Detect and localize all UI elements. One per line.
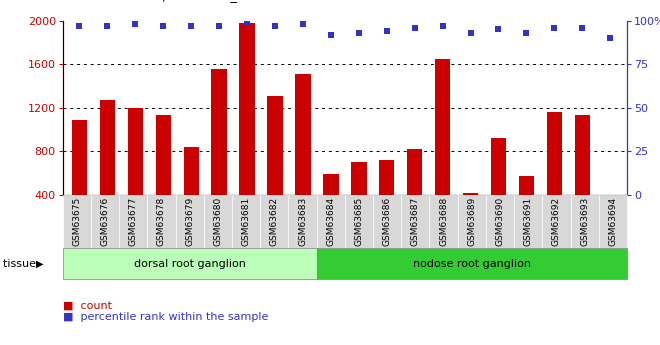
Text: GSM63686: GSM63686 bbox=[383, 197, 391, 246]
Point bbox=[409, 25, 420, 30]
Text: GSM63675: GSM63675 bbox=[73, 197, 81, 246]
Text: GSM63676: GSM63676 bbox=[100, 197, 110, 246]
Point bbox=[242, 20, 252, 25]
Point bbox=[186, 23, 197, 29]
Bar bbox=[240, 23, 255, 195]
Text: GSM63693: GSM63693 bbox=[580, 197, 589, 246]
Point bbox=[102, 23, 113, 29]
Text: dorsal root ganglion: dorsal root ganglion bbox=[134, 259, 246, 269]
Bar bbox=[323, 174, 339, 195]
Bar bbox=[491, 138, 506, 195]
Point bbox=[214, 23, 224, 29]
Text: GSM63690: GSM63690 bbox=[496, 197, 504, 246]
Bar bbox=[295, 74, 311, 195]
Text: GSM63694: GSM63694 bbox=[609, 197, 617, 246]
Bar bbox=[519, 176, 534, 195]
Point bbox=[493, 27, 504, 32]
Text: GSM63683: GSM63683 bbox=[298, 197, 307, 246]
Text: tissue: tissue bbox=[3, 259, 40, 269]
Text: GSM63678: GSM63678 bbox=[157, 197, 166, 246]
Bar bbox=[267, 96, 282, 195]
Point bbox=[605, 36, 616, 41]
Point bbox=[521, 30, 532, 36]
Text: GSM63687: GSM63687 bbox=[411, 197, 420, 246]
Text: GSM63684: GSM63684 bbox=[326, 197, 335, 246]
Bar bbox=[127, 108, 143, 195]
Text: ▶: ▶ bbox=[36, 259, 44, 269]
Text: GSM63685: GSM63685 bbox=[354, 197, 364, 246]
Bar bbox=[211, 69, 227, 195]
Point bbox=[74, 23, 84, 29]
Point bbox=[381, 28, 392, 34]
Text: GSM63692: GSM63692 bbox=[552, 197, 561, 246]
Text: GSM63691: GSM63691 bbox=[524, 197, 533, 246]
Bar bbox=[72, 120, 87, 195]
Bar bbox=[156, 116, 171, 195]
Bar bbox=[575, 116, 590, 195]
Bar bbox=[379, 160, 395, 195]
Text: GSM63680: GSM63680 bbox=[213, 197, 222, 246]
Point bbox=[549, 25, 560, 30]
Point bbox=[438, 23, 448, 29]
Point bbox=[158, 23, 168, 29]
Point bbox=[577, 25, 587, 30]
Bar bbox=[183, 147, 199, 195]
Bar bbox=[407, 149, 422, 195]
Bar bbox=[100, 100, 115, 195]
Text: GSM63689: GSM63689 bbox=[467, 197, 477, 246]
Text: GDS1635 / 1460444_at: GDS1635 / 1460444_at bbox=[96, 0, 250, 2]
Bar bbox=[435, 59, 450, 195]
Point bbox=[465, 30, 476, 36]
Point bbox=[354, 30, 364, 36]
Bar bbox=[546, 112, 562, 195]
Text: ■  percentile rank within the sample: ■ percentile rank within the sample bbox=[63, 313, 268, 322]
Point bbox=[130, 21, 141, 27]
Text: GSM63679: GSM63679 bbox=[185, 197, 194, 246]
Point bbox=[298, 21, 308, 27]
Text: nodose root ganglion: nodose root ganglion bbox=[412, 259, 531, 269]
Bar bbox=[603, 195, 618, 196]
Point bbox=[325, 32, 336, 37]
Point bbox=[270, 23, 280, 29]
Bar bbox=[463, 193, 478, 195]
Text: ■  count: ■ count bbox=[63, 300, 112, 310]
Text: GSM63681: GSM63681 bbox=[242, 197, 251, 246]
Text: GSM63682: GSM63682 bbox=[270, 197, 279, 246]
Text: GSM63688: GSM63688 bbox=[439, 197, 448, 246]
Text: GSM63677: GSM63677 bbox=[129, 197, 138, 246]
Bar bbox=[351, 162, 366, 195]
